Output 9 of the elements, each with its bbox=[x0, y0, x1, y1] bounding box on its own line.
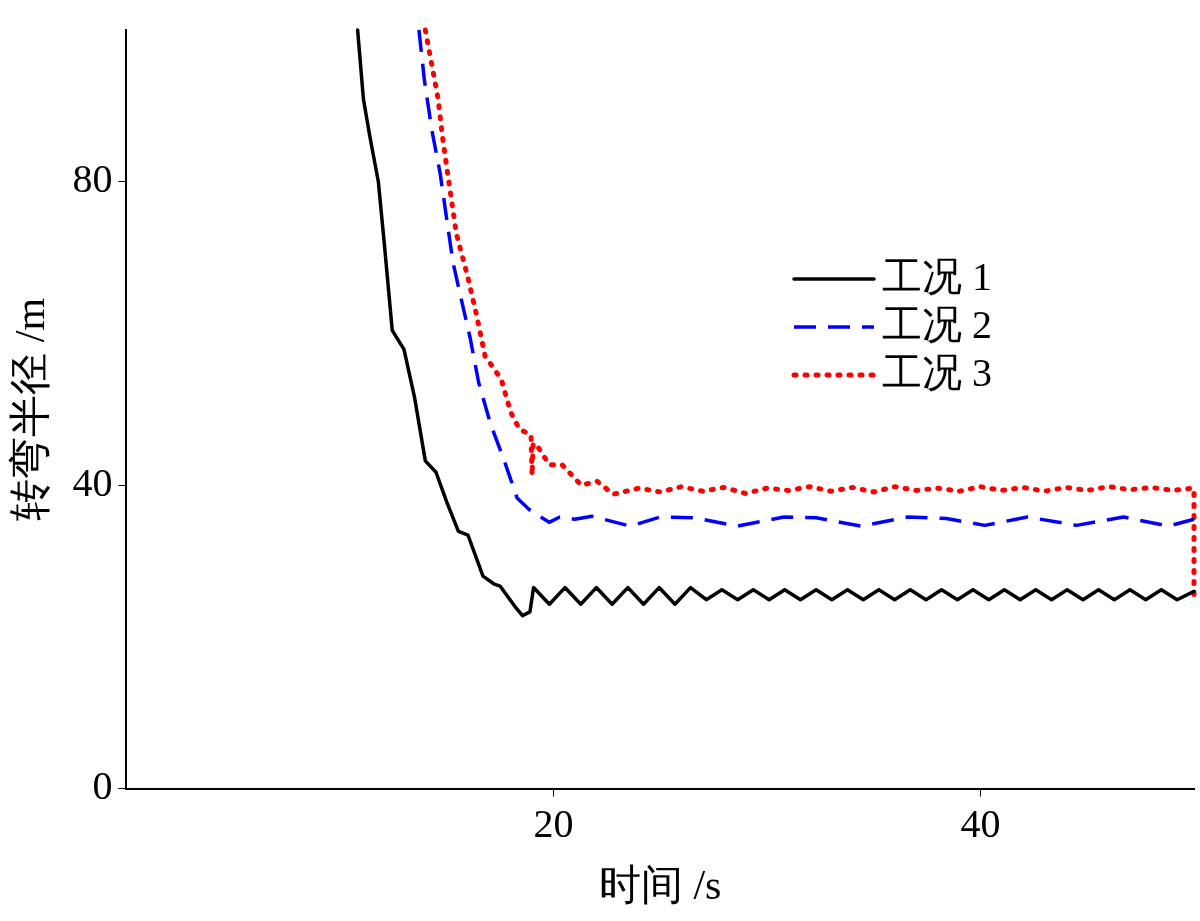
y-tick-label: 80 bbox=[72, 156, 113, 202]
y-axis-title: 转弯半径 /m bbox=[7, 297, 54, 521]
legend-label: 工况 2 bbox=[882, 301, 992, 347]
x-axis-title: 时间 /s bbox=[598, 861, 722, 908]
legend-label: 工况 1 bbox=[882, 253, 992, 299]
x-tick-label: 20 bbox=[533, 801, 574, 847]
y-tick-label: 40 bbox=[72, 459, 113, 505]
legend-label: 工况 3 bbox=[882, 349, 992, 395]
y-tick-label: 0 bbox=[92, 763, 113, 809]
